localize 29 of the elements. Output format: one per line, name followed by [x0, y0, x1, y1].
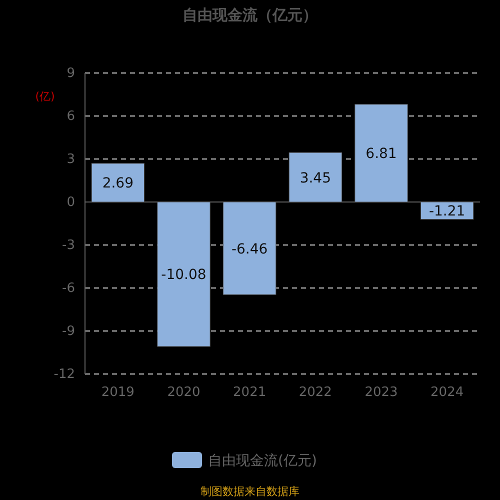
y-tick-label: 0	[66, 195, 75, 210]
y-tick-label: 9	[66, 66, 75, 81]
data-label: 2.69	[102, 176, 134, 192]
x-tick-label: 2023	[364, 385, 398, 400]
data-label: 3.45	[300, 170, 332, 186]
bar	[288, 152, 342, 202]
x-tick-label: 2020	[167, 385, 200, 400]
y-tick-label: -12	[54, 367, 75, 382]
y-tick-label: -3	[62, 238, 75, 253]
x-tick-label: 2019	[101, 385, 134, 400]
y-tick-label: 3	[66, 152, 75, 167]
bar	[157, 202, 210, 347]
y-axis-title: (亿)	[35, 90, 55, 103]
data-label: 6.81	[366, 146, 397, 162]
bar	[223, 202, 276, 295]
data-label: -1.21	[428, 204, 466, 220]
chart-title: 自由现金流（亿元）	[182, 6, 318, 24]
x-tick-label: 2021	[233, 385, 266, 400]
data-label: -10.08	[161, 267, 206, 284]
legend-label: 自由现金流(亿元)	[208, 453, 317, 469]
data-label: -6.46	[231, 241, 268, 258]
bar	[91, 163, 144, 202]
text: 制图数据来自数据库	[200, 485, 300, 498]
y-tick-label: 6	[66, 109, 75, 124]
x-tick-label: 2024	[430, 385, 464, 400]
y-tick-label: -6	[62, 281, 75, 296]
y-tick-label: -9	[62, 324, 75, 339]
bar	[354, 104, 408, 202]
x-tick-label: 2022	[298, 385, 332, 400]
